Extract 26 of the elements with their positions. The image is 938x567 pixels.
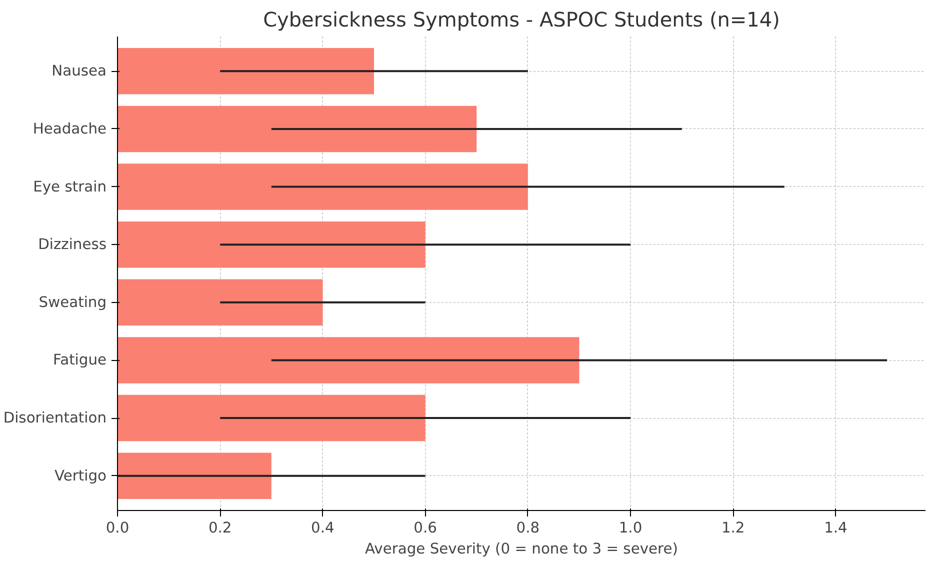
y-tick-label: Disorientation bbox=[3, 410, 107, 427]
y-tick-label: Dizziness bbox=[38, 236, 107, 254]
x-tick-label: 1.4 bbox=[824, 520, 848, 536]
x-tick-label: 1.0 bbox=[618, 520, 642, 536]
y-tick-label: Eye strain bbox=[33, 178, 107, 196]
bar bbox=[118, 221, 426, 268]
x-tick-label: 1.2 bbox=[721, 520, 745, 536]
y-tick-label: Nausea bbox=[52, 62, 107, 80]
bar bbox=[118, 452, 272, 499]
x-axis-title: Average Severity (0 = none to 3 = severe) bbox=[365, 540, 678, 558]
x-tick-label: 0.0 bbox=[106, 520, 130, 536]
y-tick-label: Headache bbox=[32, 120, 107, 138]
bar bbox=[118, 337, 580, 384]
x-tick-label: 0.2 bbox=[208, 520, 232, 536]
bar bbox=[118, 394, 426, 442]
x-tick-label: 0.4 bbox=[311, 520, 334, 536]
x-tick-label: 0.8 bbox=[516, 520, 540, 536]
y-tick-label: Sweating bbox=[38, 294, 107, 311]
bar bbox=[118, 279, 323, 326]
y-tick-label: Vertigo bbox=[54, 467, 107, 484]
x-tick-label: 0.6 bbox=[414, 520, 437, 536]
chart-title: Cybersickness Symptoms - ASPOC Students (n=14) bbox=[263, 8, 780, 32]
bar bbox=[118, 106, 477, 152]
bar bbox=[118, 48, 374, 94]
y-tick-label: Fatigue bbox=[53, 352, 107, 369]
bar bbox=[118, 164, 528, 210]
